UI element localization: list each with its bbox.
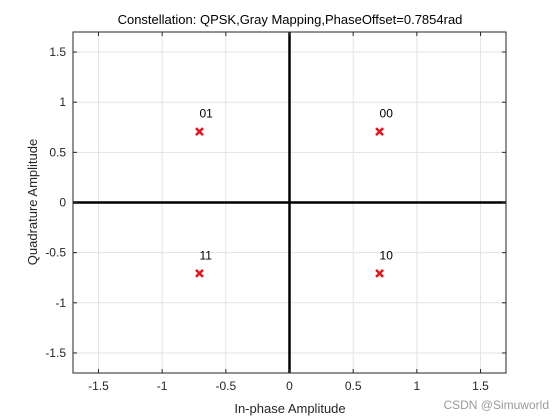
x-axis-label: In-phase Amplitude [234,401,345,416]
y-tick-label: -1.5 [45,346,66,360]
x-tick-label: 0 [286,379,293,393]
point-label: 11 [199,248,212,262]
y-axis-label: Quadrature Amplitude [25,139,40,265]
point-label: 00 [380,107,394,121]
y-tick-label: -1 [55,296,66,310]
point-marker-stroke [375,127,384,136]
x-tick-label: 1 [414,379,421,393]
y-tick-label: 0 [59,196,66,210]
constellation-points: 00 01 11 10 [195,107,394,278]
y-tick-label: 1 [59,95,66,109]
chart-title: Constellation: QPSK,Gray Mapping,PhaseOf… [118,12,463,27]
point-marker-stroke [195,127,204,136]
tick-marks: -1.5 -1 -0.5 0 0.5 1 1.5 -1.5 -1 -0.5 0 0.5 1 1.5 [45,32,506,393]
constellation-point [195,269,204,278]
x-tick-label: -1 [157,379,168,393]
y-tick-label: -0.5 [45,246,66,260]
y-tick-label: 1.5 [49,45,66,59]
y-tick-label: 0.5 [49,145,66,159]
constellation-point [195,127,204,136]
x-tick-label: 0.5 [345,379,362,393]
point-marker-stroke [375,269,384,278]
x-tick-label: -0.5 [215,379,236,393]
point-label: 10 [380,248,394,262]
point-marker-stroke [195,269,204,278]
zero-axes [73,32,506,373]
constellation-point [375,269,384,278]
x-tick-label: 1.5 [472,379,489,393]
constellation-point [375,127,384,136]
x-tick-label: -1.5 [88,379,109,393]
point-label: 01 [199,107,213,121]
watermark-text: CSDN @Simuworld [443,398,549,412]
